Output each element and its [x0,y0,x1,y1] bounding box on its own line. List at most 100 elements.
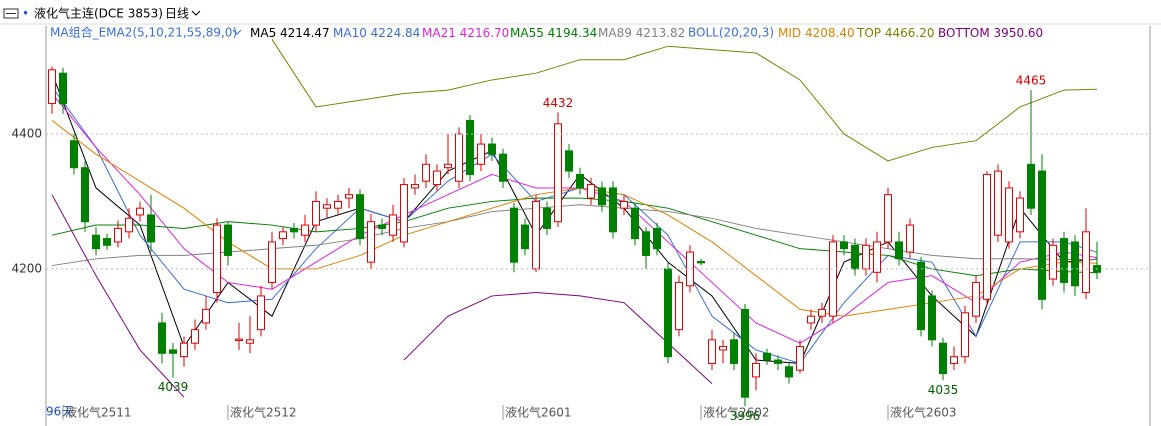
x-tick-label: 液化气2602 [703,405,770,420]
candle-body [378,224,386,229]
candle-body [906,224,914,253]
legend-name: MID [778,26,801,40]
candle-body [532,200,540,270]
candle-body [114,227,122,243]
annotation: 4432 [543,96,574,110]
legend-entry: TOP 4466.20 [856,26,934,40]
candle-body [202,308,210,324]
candle-body [609,187,617,233]
y-tick-label: 4400 [11,126,42,140]
candle-body [367,221,375,263]
candle-body [939,342,947,375]
legend-entry: MID 4208.40 [778,26,855,40]
candle-body [884,194,892,243]
candle-body [92,234,100,250]
candle-body [389,214,397,236]
legend-name: BOTTOM [938,26,990,40]
candle-body [334,200,342,209]
candle-body [1071,241,1079,287]
candle-body [587,184,595,199]
candle-body [81,167,89,223]
candle-body [521,224,529,250]
candle-body [785,366,793,378]
legend-value: 4213.82 [636,26,686,40]
candle-body [422,163,430,182]
legend-name: TOP [856,26,881,40]
legend-entry: MA55 4194.34 [510,26,597,40]
candle-body [70,140,78,169]
candle-body [851,244,859,270]
candle-body [840,241,848,250]
candle-body [400,184,408,243]
candle-body [191,329,199,344]
legend-entry: MA89 4213.82 [598,26,685,40]
candle-body [268,241,276,283]
indicator-label[interactable]: MA组合_EMA2(5,10,21,55,89,0) [50,25,237,40]
candle-body [950,356,958,364]
candle-body [257,295,265,331]
legend-entry: MA21 4216.70 [422,26,509,40]
candle-body [488,143,496,155]
candle-body [1038,170,1046,300]
legend-value: 4208.40 [805,26,855,40]
candle-body [499,153,507,182]
candle-body [125,217,133,233]
legend-name: MA5 [250,26,276,40]
candle-body [235,338,243,341]
candle-body [928,295,936,341]
bar-count: 96天 [46,405,73,419]
candle-body [224,224,232,256]
legend-name: MA21 [422,26,456,40]
candle-body [675,281,683,331]
candle-body [312,200,320,226]
candle-body [103,238,111,246]
candle-body [741,308,749,398]
dropdown-arrow[interactable] [232,29,242,35]
candle-body [444,163,452,169]
candle-body [147,214,155,243]
candle-body [730,339,738,364]
candle-body [345,194,353,199]
candle-body [994,170,1002,236]
candle-body [719,346,727,351]
indicator-line [271,39,1098,162]
candle-body [543,207,551,229]
candle-body [1049,244,1057,280]
y-tick-label: 4200 [11,261,42,275]
candle-body [59,72,67,105]
candle-body [1060,238,1068,283]
candle-body [411,184,419,189]
candle-body [323,204,331,209]
candle-body [1005,187,1013,243]
candle-body [554,123,562,223]
period[interactable]: 日线 [165,7,189,21]
legend-value: 4214.47 [280,26,330,40]
boll-label: BOLL(20,20,3) [688,26,774,40]
candle-body [576,173,584,189]
legend-name: MA89 [598,26,632,40]
candle-body [895,241,903,260]
candle-body [917,261,925,331]
candle-body [1082,231,1090,294]
x-tick-label: 液化气2601 [505,405,572,420]
candle-body [598,187,606,206]
dropdown-arrow[interactable] [191,10,201,16]
candle-body [862,244,870,270]
legend-entry: BOTTOM 3950.60 [938,26,1043,40]
candle-body [356,194,364,240]
legend-value: 4224.84 [371,26,421,40]
candle-body [664,268,672,358]
header-icon [3,8,19,19]
x-tick-label: 液化气2511 [65,405,132,420]
annotation: 4039 [158,380,189,394]
legend-entry: MA10 4224.84 [333,26,420,40]
annotation: 4465 [1016,74,1047,88]
candle-body [697,261,705,264]
candle-body [653,227,661,250]
candle-body [510,207,518,263]
candle-body [983,173,991,300]
candle-body [213,224,221,294]
candle-body [774,359,782,364]
